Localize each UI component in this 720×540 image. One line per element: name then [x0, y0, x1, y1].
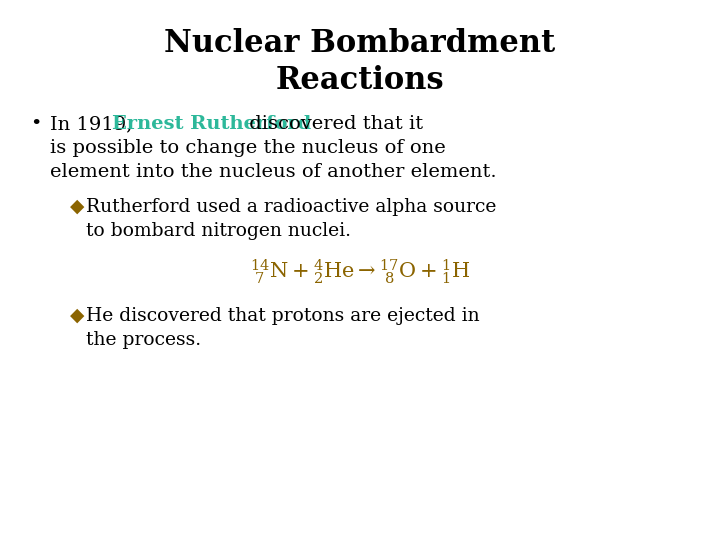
Text: the process.: the process. — [86, 331, 201, 349]
Text: Ernest Rutherford: Ernest Rutherford — [112, 115, 311, 133]
Text: discovered that it: discovered that it — [243, 115, 423, 133]
Text: He discovered that protons are ejected in: He discovered that protons are ejected i… — [86, 307, 480, 325]
Text: $\mathregular{^{14}_{\ 7}N+^{4}_{2}He\rightarrow^{17}_{\ 8}O+^{1}_{1}H}$: $\mathregular{^{14}_{\ 7}N+^{4}_{2}He\ri… — [250, 257, 470, 286]
Text: In 1919,: In 1919, — [50, 115, 139, 133]
Text: to bombard nitrogen nuclei.: to bombard nitrogen nuclei. — [86, 222, 351, 240]
Text: Nuclear Bombardment: Nuclear Bombardment — [164, 28, 556, 59]
Text: element into the nucleus of another element.: element into the nucleus of another elem… — [50, 163, 497, 181]
Text: Reactions: Reactions — [276, 65, 444, 96]
Text: is possible to change the nucleus of one: is possible to change the nucleus of one — [50, 139, 446, 157]
Text: •: • — [30, 115, 41, 133]
Text: ◆: ◆ — [70, 198, 84, 216]
Text: Rutherford used a radioactive alpha source: Rutherford used a radioactive alpha sour… — [86, 198, 496, 216]
Text: ◆: ◆ — [70, 307, 84, 325]
